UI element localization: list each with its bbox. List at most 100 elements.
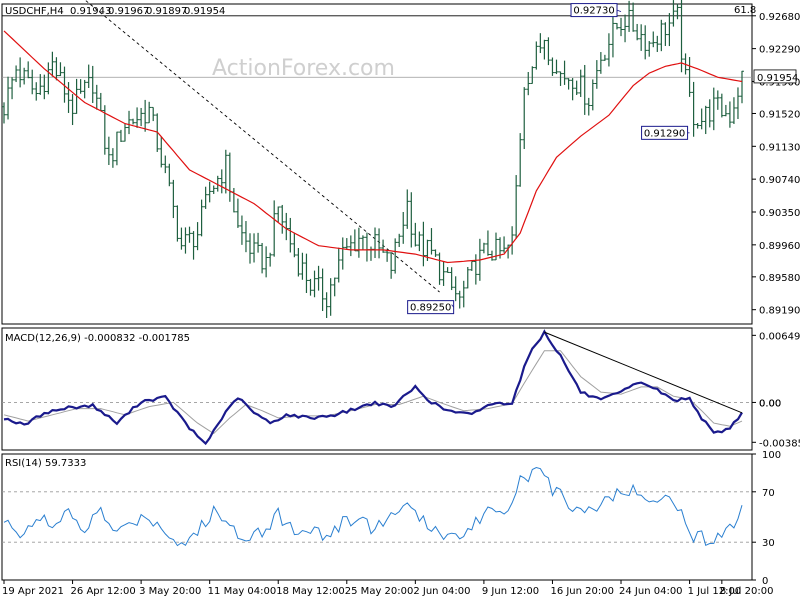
ohlc-high: 0.91967 (108, 6, 149, 17)
price-bar (627, 0, 632, 32)
price-bar (268, 252, 273, 267)
price-bar (312, 270, 317, 298)
price-bar (534, 41, 539, 70)
price-bar (631, 2, 636, 32)
price-bar (377, 228, 382, 259)
x-tick-label: 11 May 04:00 (208, 586, 277, 597)
price-bar (445, 267, 450, 273)
price-bar (296, 248, 301, 277)
price-bar (320, 268, 325, 312)
price-annotation: 0.89250 (407, 300, 455, 315)
price-bar (272, 200, 277, 257)
x-tick-label: 26 Apr 12:00 (71, 586, 136, 597)
price-bar (143, 99, 148, 132)
price-y-tick-label: 0.92680 (759, 12, 800, 23)
price-bar (635, 23, 640, 41)
price-bar (667, 13, 672, 47)
price-bar (70, 94, 75, 126)
price-bar (405, 189, 410, 229)
price-bar (663, 22, 668, 46)
price-bar (530, 66, 535, 84)
price-bar (187, 226, 192, 243)
price-bar (562, 60, 567, 85)
macd-y-tick-label: -0.003855 (759, 438, 800, 449)
price-bar (461, 280, 466, 308)
price-bar (66, 82, 71, 113)
price-bar (421, 221, 426, 267)
annotation-label: 0.91290 (644, 128, 685, 139)
x-tick-label: 9 Jun 12:00 (482, 586, 539, 597)
price-bar (691, 81, 696, 137)
price-bar (336, 247, 341, 283)
price-bar (82, 79, 87, 99)
price-bar (110, 148, 115, 168)
price-bar (566, 78, 571, 90)
watermark: ActionForex.com (212, 56, 395, 81)
price-bar (280, 204, 285, 234)
price-bar (135, 107, 140, 128)
price-bar (131, 118, 136, 125)
price-bar (62, 66, 67, 103)
price-bar (393, 238, 398, 274)
price-annotation: 0.91290 (641, 125, 690, 140)
macd-zero-label: 0.00 (759, 398, 781, 409)
price-y-tick-label: 0.92290 (759, 45, 800, 56)
price-bar (235, 198, 240, 228)
price-bar (526, 72, 531, 96)
price-bar (590, 79, 595, 111)
price-bar (239, 215, 244, 245)
price-bar (227, 152, 232, 202)
price-bar (494, 232, 498, 261)
price-bar (457, 290, 462, 309)
price-bar (550, 57, 555, 76)
price-bar (18, 57, 23, 88)
price-bar (90, 65, 95, 104)
price-bar (139, 107, 144, 127)
price-bar (324, 292, 329, 318)
price-bar (264, 246, 269, 278)
price-bar (127, 110, 132, 135)
price-bar (98, 92, 103, 112)
last-price-label: 0.91954 (757, 73, 798, 84)
price-bar (687, 57, 692, 97)
price-bar (594, 60, 599, 89)
price-bar (465, 266, 470, 289)
macd-trendline (544, 331, 743, 414)
price-bar (639, 24, 644, 51)
price-bar (106, 136, 111, 165)
price-bar (364, 232, 369, 262)
price-bar (675, 3, 680, 20)
price-bar (546, 37, 551, 66)
price-bar (647, 41, 652, 57)
price-bar (360, 235, 365, 251)
price-y-tick-label: 0.90350 (759, 208, 800, 219)
price-bar (409, 192, 414, 248)
price-bar (413, 222, 418, 247)
price-y-tick-label: 0.91520 (759, 109, 800, 120)
price-bar (163, 155, 168, 174)
price-bar (10, 77, 15, 100)
price-bar (485, 230, 490, 256)
price-bar (707, 99, 712, 128)
price-bar (719, 93, 724, 118)
price-bar (114, 131, 119, 166)
x-tick-label: 24 Jun 04:00 (619, 586, 683, 597)
price-pane-frame (1, 3, 753, 325)
price-annotation: 0.92730 (570, 3, 622, 18)
price-bar (703, 105, 708, 135)
price-y-tick-label: 0.89960 (759, 241, 800, 252)
price-bar (260, 242, 265, 274)
price-bar (643, 25, 648, 60)
x-tick-label: 8 Jul 20:00 (720, 586, 774, 597)
price-bar (207, 181, 212, 203)
price-bar (46, 62, 51, 95)
price-bar (437, 252, 442, 285)
price-bar (276, 206, 281, 223)
price-bar (558, 71, 563, 86)
price-bar (695, 123, 700, 129)
x-tick-label: 1 Jul 12:00 (688, 586, 742, 597)
price-bar (86, 64, 91, 89)
price-bar (731, 97, 736, 125)
price-bar (522, 87, 527, 150)
